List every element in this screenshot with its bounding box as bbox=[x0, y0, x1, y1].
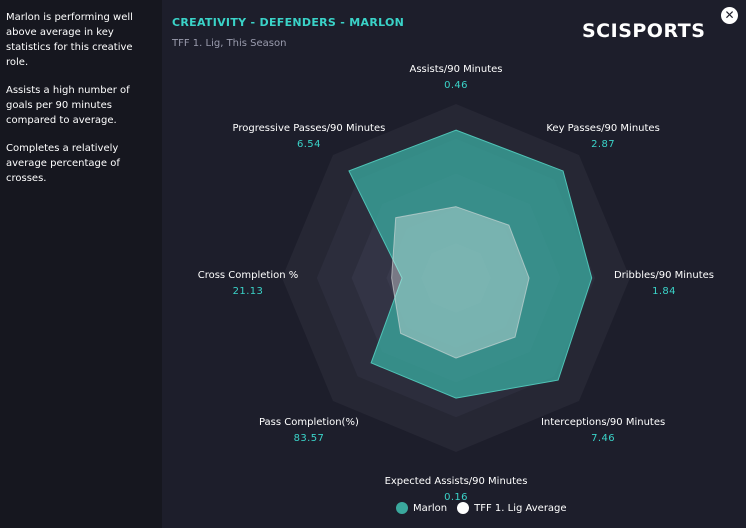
axis-label: Expected Assists/90 Minutes bbox=[385, 476, 528, 487]
chart-title: CREATIVITY - DEFENDERS - MARLON bbox=[172, 16, 405, 29]
legend-label: TFF 1. Lig Average bbox=[474, 502, 567, 514]
legend-label: Marlon bbox=[413, 502, 448, 514]
insights-panel: Marlon is performing well above average … bbox=[0, 0, 162, 528]
axis-value: 1.84 bbox=[652, 286, 676, 297]
axis-value: 7.46 bbox=[591, 433, 615, 444]
insight-text: Assists a high number of goals per 90 mi… bbox=[6, 85, 130, 126]
legend-swatch bbox=[396, 502, 408, 514]
axis-label: Dribbles/90 Minutes bbox=[614, 270, 714, 281]
axis-value: 0.16 bbox=[444, 492, 468, 503]
chart-panel: CREATIVITY - DEFENDERS - MARLON TFF 1. L… bbox=[162, 0, 746, 528]
chart-legend: Marlon TFF 1. Lig Average bbox=[396, 502, 577, 514]
series-average-area bbox=[391, 206, 530, 359]
series-player-area bbox=[348, 129, 593, 399]
axis-label: Pass Completion(%) bbox=[259, 417, 359, 428]
close-icon[interactable]: ✕ bbox=[721, 7, 738, 24]
axis-value: 0.46 bbox=[444, 80, 468, 91]
axis-label: Progressive Passes/90 Minutes bbox=[232, 123, 385, 134]
axis-value: 6.54 bbox=[297, 139, 321, 150]
axis-value: 83.57 bbox=[294, 433, 325, 444]
axis-label: Assists/90 Minutes bbox=[409, 64, 502, 75]
axis-value: 21.13 bbox=[233, 286, 264, 297]
axis-label: Cross Completion % bbox=[198, 270, 299, 281]
insight-text: Marlon is performing well above average … bbox=[6, 12, 133, 68]
axis-label: Interceptions/90 Minutes bbox=[541, 417, 665, 428]
axis-value: 2.87 bbox=[591, 139, 615, 150]
chart-subtitle: TFF 1. Lig, This Season bbox=[172, 38, 287, 49]
insight-text: Completes a relatively average percentag… bbox=[6, 143, 120, 184]
legend-item-player[interactable]: Marlon bbox=[396, 502, 447, 514]
scisports-logo: SCISPORTS bbox=[582, 20, 706, 42]
axis-label: Key Passes/90 Minutes bbox=[546, 123, 659, 134]
legend-item-average[interactable]: TFF 1. Lig Average bbox=[457, 502, 567, 514]
legend-swatch bbox=[457, 502, 470, 514]
radar-chart: Assists/90 Minutes 0.46 Key Passes/90 Minu… bbox=[198, 64, 714, 503]
